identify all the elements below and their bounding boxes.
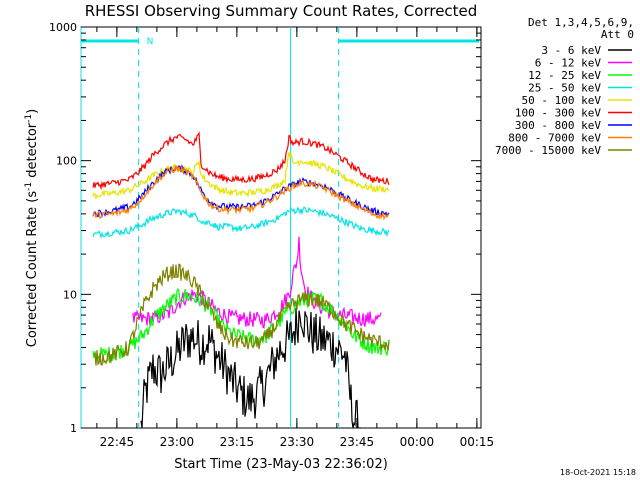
y-tick-label: 100 xyxy=(56,155,77,168)
y-axis-label-mid: detector xyxy=(25,122,40,182)
x-tick-label: 23:45 xyxy=(340,435,375,449)
legend-label-2: 6 - 12 keV xyxy=(535,57,602,70)
plot-area: N xyxy=(80,26,482,429)
series-line-5 xyxy=(92,152,390,200)
legend-label-8: 800 - 7000 keV xyxy=(508,132,601,145)
legend-label-1: 3 - 6 keV xyxy=(541,44,601,57)
x-tick-label: 23:15 xyxy=(220,435,255,449)
y-tick-label: 10 xyxy=(63,288,77,301)
legend-header-line1: Det 1,3,4,5,6,9, xyxy=(528,16,634,29)
y-axis-label-sup1: -1 xyxy=(24,182,34,191)
x-tick-label: 23:30 xyxy=(280,435,315,449)
legend-label-7: 300 - 800 keV xyxy=(515,119,601,132)
series-line-4 xyxy=(92,206,390,239)
series-line-1 xyxy=(140,307,361,428)
y-tick-label: 1 xyxy=(70,422,77,435)
plot-timestamp: 18-Oct-2021 15:18 xyxy=(560,468,636,477)
legend-header-line2: Att 0 xyxy=(601,28,634,41)
y-tick-label: 1000 xyxy=(49,21,77,34)
x-axis-ticks: 22:45 23:00 23:15 23:30 23:45 00:00 00:15 xyxy=(96,27,495,449)
x-tick-label: 00:15 xyxy=(460,435,495,449)
plot-frame xyxy=(80,26,482,429)
series-line-2 xyxy=(132,236,382,329)
x-tick-label: 23:00 xyxy=(160,435,195,449)
legend-label-3: 12 - 25 keV xyxy=(528,69,601,82)
x-tick-label: 00:00 xyxy=(400,435,435,449)
legend-label-6: 100 - 300 keV xyxy=(515,107,601,120)
y-axis-label-sup2: -1 xyxy=(24,114,34,123)
series-line-7 xyxy=(92,164,390,218)
night-flag-label: N xyxy=(147,37,154,47)
x-tick-label: 22:45 xyxy=(100,435,135,449)
y-axis-label-end: ) xyxy=(25,109,40,114)
series-line-6 xyxy=(92,131,390,191)
chart-title: RHESSI Observing Summary Count Rates, Co… xyxy=(85,2,478,20)
y-axis-label: Corrected Count Rate (s-1 detector-1) xyxy=(24,109,40,347)
legend-label-5: 50 - 100 keV xyxy=(522,94,602,107)
series-line-9 xyxy=(92,263,390,367)
series-line-8 xyxy=(92,164,390,221)
y-axis-ticks: 1 10 100 1000 xyxy=(49,21,481,435)
x-axis-label: Start Time (23-May-03 22:36:02) xyxy=(174,457,388,472)
legend-label-4: 25 - 50 keV xyxy=(528,82,601,95)
legend-label-9: 7000 - 15000 keV xyxy=(495,144,601,157)
y-axis-label-main: Corrected Count Rate (s xyxy=(25,191,40,348)
